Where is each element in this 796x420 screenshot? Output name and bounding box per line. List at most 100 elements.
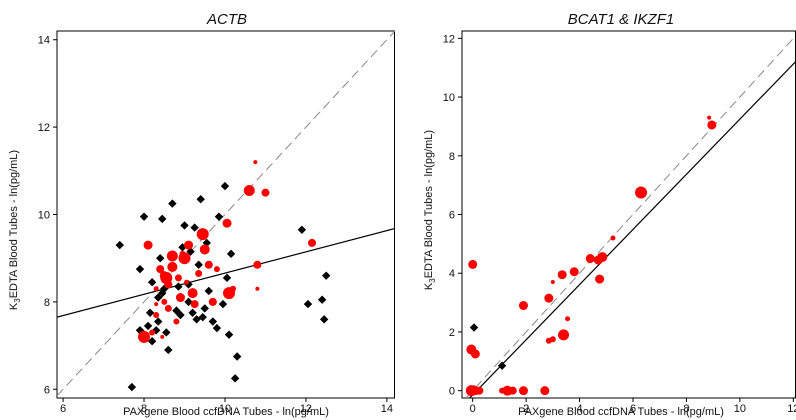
data-point-red	[585, 254, 595, 264]
data-point-black	[200, 304, 209, 313]
data-point-red	[164, 304, 172, 312]
data-point-black	[172, 306, 181, 315]
x-tick-label: 0	[470, 403, 476, 415]
data-point-red	[208, 297, 217, 306]
data-point-black	[186, 247, 195, 256]
data-point-black	[226, 249, 236, 259]
data-point-black	[196, 195, 205, 204]
data-point-red	[707, 120, 717, 130]
data-point-red	[230, 285, 237, 292]
data-point-red	[164, 280, 173, 289]
chart-title: ACTB	[206, 11, 247, 28]
data-point-black	[184, 297, 193, 307]
x-tick-label: 6	[630, 403, 636, 415]
data-point-red	[468, 259, 478, 269]
data-point-black	[303, 299, 313, 309]
data-point-black	[497, 361, 507, 370]
data-point-black	[297, 225, 307, 234]
data-point-red	[558, 329, 570, 341]
data-point-red	[143, 240, 153, 250]
data-point-red	[196, 228, 209, 241]
data-point-red	[138, 330, 151, 343]
data-point-red	[255, 286, 260, 291]
data-point-red	[569, 267, 579, 277]
data-point-red	[160, 334, 165, 339]
data-point-black	[222, 273, 232, 283]
x-axis-label: PAXgene Blood ccfDNA Tubes - ln(pg/mL)	[518, 406, 724, 418]
y-tick-label: 10	[38, 210, 50, 222]
data-point-red	[156, 265, 165, 274]
data-point-black	[220, 181, 230, 191]
data-point-red	[184, 240, 194, 250]
data-point-black	[232, 352, 242, 361]
data-point-red	[550, 280, 555, 285]
x-tick-label: 14	[381, 403, 393, 415]
data-point-black	[156, 253, 165, 263]
data-point-black	[208, 317, 218, 326]
data-point-red	[187, 288, 198, 299]
data-point-black	[224, 330, 234, 339]
regression-line	[468, 60, 796, 398]
data-point-black	[176, 310, 185, 320]
data-point-red	[308, 238, 317, 247]
data-point-black	[469, 323, 479, 332]
data-point-red	[199, 244, 210, 255]
y-tick-label: 6	[44, 384, 50, 396]
data-point-red	[635, 186, 648, 199]
data-point-red	[557, 270, 567, 280]
data-point-black	[145, 308, 155, 318]
data-point-black	[135, 264, 145, 274]
data-point-black	[198, 312, 207, 322]
data-point-red	[508, 386, 517, 395]
y-tick-label: 12	[443, 33, 455, 45]
data-point-red	[707, 115, 712, 120]
x-tick-label: 8	[141, 403, 147, 415]
data-point-red	[595, 274, 605, 284]
y-axis-label: K3EDTA Blood Tubes - ln(pg/mL)	[8, 150, 22, 310]
chart-panel-actb: ACTB PAXgene Blood ccfDNA Tubes - ln(pg/…	[8, 11, 395, 418]
y-tick-label: 0	[449, 386, 455, 398]
data-point-black	[319, 315, 329, 324]
x-tick-label: 10	[219, 403, 231, 415]
chart-title: BCAT1 & IKZF1	[568, 11, 674, 28]
data-point-black	[230, 374, 240, 383]
data-point-black	[214, 212, 224, 221]
data-point-black	[127, 382, 137, 392]
data-point-black	[147, 278, 157, 287]
plot-frame	[461, 30, 796, 399]
data-point-red	[243, 184, 255, 196]
data-point-black	[147, 337, 157, 346]
data-point-black	[162, 328, 171, 337]
data-point-black	[188, 308, 197, 318]
data-point-black	[158, 214, 167, 224]
y-axis-label: K3EDTA Blood Tubes - ln(pg/mL)	[423, 130, 437, 290]
identity-line	[57, 31, 395, 397]
x-tick-label: 2	[523, 403, 529, 415]
data-point-black	[153, 293, 163, 302]
data-point-red	[253, 260, 262, 269]
data-point-black	[317, 295, 327, 304]
data-point-red	[184, 279, 190, 285]
data-point-red	[540, 386, 550, 396]
x-tick-label: 12	[300, 403, 312, 415]
data-point-red	[161, 298, 168, 305]
data-point-red	[470, 349, 480, 359]
data-point-red	[610, 235, 616, 241]
data-point-red	[179, 250, 186, 257]
data-point-red	[261, 188, 270, 197]
data-point-black	[115, 240, 124, 250]
plot-area	[465, 35, 796, 398]
data-point-red	[204, 260, 213, 269]
regression-line	[57, 227, 395, 318]
data-point-black	[164, 345, 173, 355]
data-point-red	[549, 336, 556, 343]
data-point-red	[565, 316, 571, 322]
data-point-red	[253, 160, 258, 165]
data-point-black	[139, 212, 149, 221]
data-point-red	[174, 274, 182, 282]
data-point-black	[153, 317, 163, 326]
data-point-black	[174, 282, 183, 291]
data-point-black	[168, 199, 177, 208]
x-tick-label: 4	[577, 403, 583, 415]
